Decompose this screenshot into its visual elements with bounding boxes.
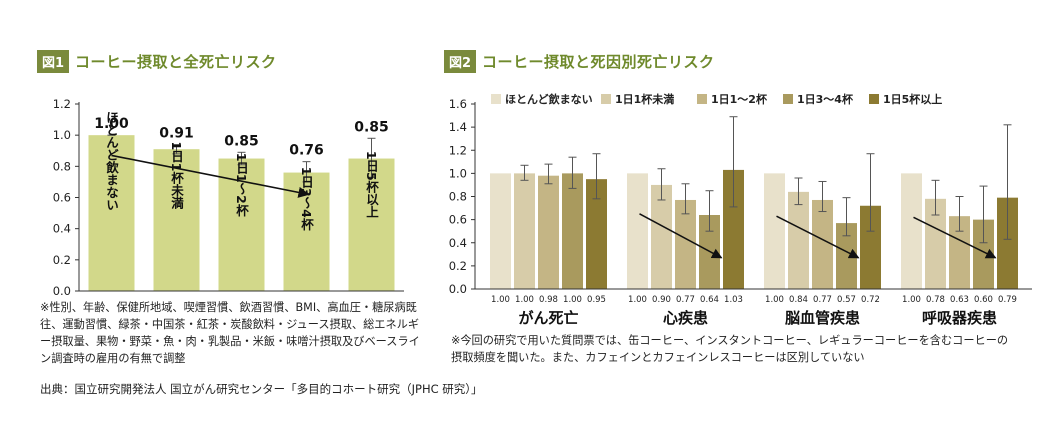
bar — [901, 173, 922, 289]
figure2-title: 図2 コーヒー摂取と死因別死亡リスク — [444, 50, 715, 73]
data-label: 1.00 — [628, 295, 647, 305]
category-label: 1日1〜2杯 — [234, 153, 249, 217]
bar — [973, 219, 994, 289]
legend-swatch — [491, 94, 501, 104]
category-label: 1日1杯未満 — [169, 141, 184, 209]
figure1-title-text: コーヒー摂取と全死亡リスク — [75, 53, 277, 71]
trend-arrow — [111, 154, 310, 198]
legend-swatch — [783, 94, 793, 104]
figure1-footnote: ※性別、年齢、保健所地域、喫煙習慣、飲酒習慣、BMI、高血圧・糖尿病既往、運動習… — [40, 301, 420, 365]
y-tick-label: 1.4 — [449, 120, 467, 134]
y-tick-label: 1.0 — [449, 166, 467, 180]
bar — [860, 205, 881, 289]
bar — [562, 173, 583, 289]
data-label: 0.85 — [224, 133, 259, 149]
category-label: ほとんど飲まない — [104, 111, 119, 211]
y-tick-label: 1.2 — [53, 97, 71, 111]
bar — [627, 173, 648, 289]
y-tick-label: 0.8 — [53, 159, 71, 173]
data-label: 1.03 — [724, 295, 743, 305]
data-label: 0.85 — [354, 119, 389, 135]
bar — [490, 173, 511, 289]
source-credit: 出典：国立研究開発法人 国立がん研究センター「多目的コホート研究（JPHC 研究… — [40, 382, 483, 396]
figure2-badge: 図2 — [444, 50, 477, 73]
bar — [997, 197, 1018, 289]
data-label: 0.57 — [837, 295, 856, 305]
y-tick-label: 0.0 — [53, 284, 71, 298]
trend-arrow — [639, 213, 723, 259]
data-label: 0.64 — [700, 295, 719, 305]
data-label: 0.72 — [861, 295, 880, 305]
data-label: 1.00 — [94, 116, 129, 132]
bar — [764, 173, 785, 289]
legend-label: 1日3〜4杯 — [797, 92, 854, 106]
y-tick-label: 1.2 — [449, 143, 467, 157]
y-tick-label: 0.6 — [449, 213, 467, 227]
legend-label: 1日5杯以上 — [883, 92, 942, 106]
category-label: 心疾患 — [663, 309, 708, 327]
legend-label: 1日1杯未満 — [615, 92, 674, 106]
figure2-title-text: コーヒー摂取と死因別死亡リスク — [482, 53, 715, 71]
figure1-title: 図1 コーヒー摂取と全死亡リスク — [37, 50, 277, 73]
category-label: 脳血管疾患 — [785, 309, 860, 327]
data-label: 0.77 — [676, 295, 695, 305]
bar — [88, 135, 135, 291]
data-label: 1.00 — [515, 295, 534, 305]
figure1-badge: 図1 — [37, 50, 70, 73]
data-label: 0.79 — [998, 295, 1017, 305]
bar — [812, 199, 833, 289]
legend-label: ほとんど飲まない — [505, 92, 593, 106]
bar — [586, 179, 607, 289]
category-label: 呼吸器疾患 — [922, 309, 997, 327]
legend-swatch — [601, 94, 611, 104]
category-label: 1日5杯以上 — [364, 151, 379, 218]
legend-swatch — [697, 94, 707, 104]
data-label: 0.77 — [813, 295, 832, 305]
bar — [514, 173, 535, 289]
bar — [925, 198, 946, 289]
data-label: 0.78 — [926, 295, 945, 305]
data-label: 0.84 — [789, 295, 808, 305]
data-label: 0.95 — [587, 295, 606, 305]
y-tick-label: 0.4 — [53, 222, 71, 236]
data-label: 0.98 — [539, 295, 558, 305]
legend-label: 1日1〜2杯 — [711, 92, 768, 106]
data-label: 0.90 — [652, 295, 671, 305]
data-label: 1.00 — [902, 295, 921, 305]
bar — [538, 175, 559, 289]
y-tick-label: 0.2 — [449, 259, 467, 273]
figure2-footnote: ※今回の研究で用いた質問票では、缶コーヒー、インスタントコーヒー、レギュラーコー… — [451, 334, 1009, 364]
data-label: 1.00 — [491, 295, 510, 305]
y-tick-label: 0.0 — [449, 282, 467, 296]
y-tick-label: 0.2 — [53, 253, 71, 267]
data-label: 0.76 — [289, 143, 324, 159]
bar — [723, 169, 744, 289]
y-tick-label: 0.4 — [449, 236, 467, 250]
legend-swatch — [869, 94, 879, 104]
data-label: 0.91 — [159, 126, 194, 142]
y-tick-label: 0.8 — [449, 190, 467, 204]
data-label: 1.00 — [563, 295, 582, 305]
bar — [788, 191, 809, 289]
bar — [153, 149, 200, 291]
bar — [836, 223, 857, 289]
bar — [949, 216, 970, 289]
bar — [348, 158, 395, 291]
data-label: 1.00 — [765, 295, 784, 305]
trend-arrow — [776, 215, 860, 259]
data-label: 0.63 — [950, 295, 969, 305]
category-label: がん死亡 — [518, 309, 578, 327]
bar — [675, 199, 696, 289]
bar — [651, 184, 672, 289]
data-label: 0.60 — [974, 295, 993, 305]
trend-arrow — [913, 216, 997, 259]
category-label: 1日3〜4杯 — [299, 167, 314, 231]
y-tick-label: 1.0 — [53, 128, 71, 142]
y-tick-label: 1.6 — [449, 97, 467, 111]
y-tick-label: 0.6 — [53, 191, 71, 205]
